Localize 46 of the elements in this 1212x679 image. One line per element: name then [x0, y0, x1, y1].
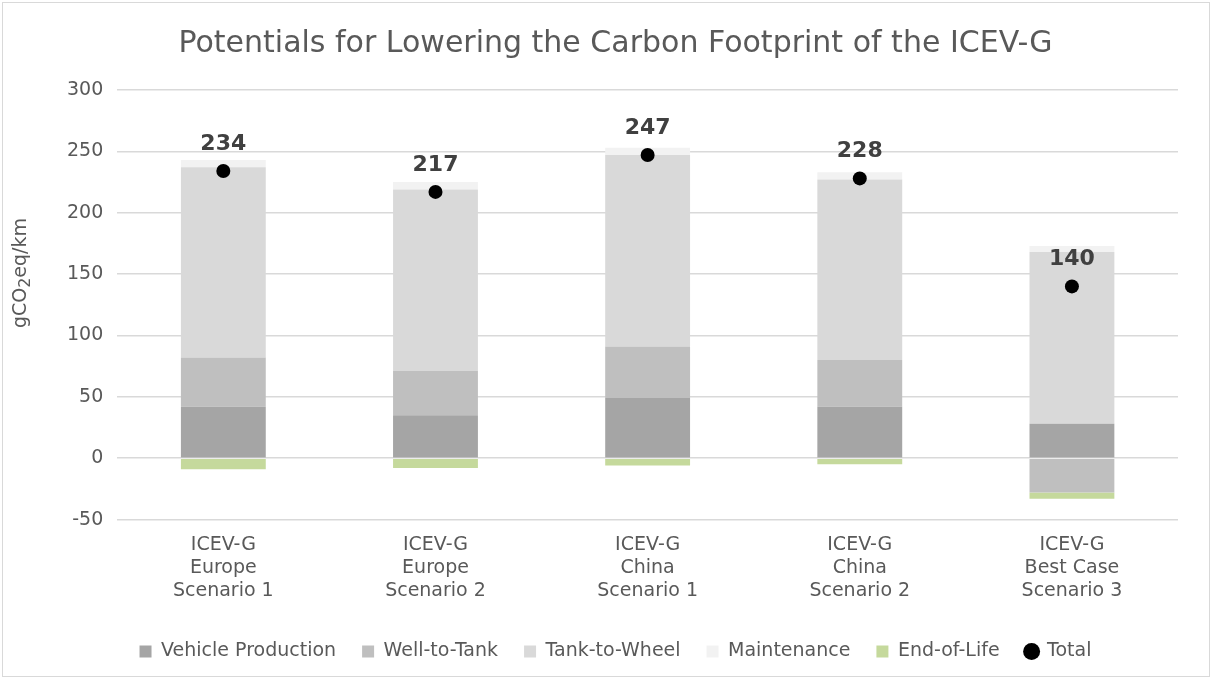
x-tick-label: ICEV-G China Scenario 1 — [597, 531, 698, 600]
bar — [817, 406, 903, 458]
y-tick-label: 50 — [79, 383, 104, 406]
x-tick-label: ICEV-G Europe Scenario 1 — [172, 531, 274, 600]
bar — [1029, 423, 1115, 458]
legend-label: Well-to-Tank — [383, 638, 499, 661]
x-tick-label: ICEV-G China Scenario 2 — [809, 531, 911, 600]
bar — [605, 346, 691, 399]
data-label: 247 — [624, 113, 671, 139]
point — [640, 148, 655, 163]
point — [216, 164, 231, 179]
bar — [180, 159, 266, 168]
y-tick-label: 150 — [67, 261, 104, 284]
legend-label: Total — [1046, 638, 1092, 661]
bar — [1029, 492, 1115, 499]
bar — [180, 406, 266, 458]
bar — [1029, 458, 1115, 493]
y-tick-label: -50 — [72, 506, 104, 529]
data-label: 228 — [836, 137, 883, 163]
data-label: 234 — [200, 129, 247, 155]
point — [1064, 279, 1079, 294]
bar — [393, 458, 478, 469]
bar — [605, 458, 691, 466]
legend-label: Vehicle Production — [161, 638, 337, 661]
y-tick-label: 0 — [91, 445, 104, 468]
bar — [393, 371, 478, 416]
x-tick-label: ICEV-G Best Case Scenario 3 — [1021, 531, 1123, 600]
y-tick-label: 100 — [67, 322, 104, 345]
x-tick-label: ICEV-G Europe Scenario 2 — [385, 531, 486, 600]
legend-label: Maintenance — [728, 638, 851, 661]
legend-label: End-of-Life — [897, 638, 1000, 661]
data-label: 217 — [412, 150, 459, 176]
bar — [817, 458, 903, 465]
bar — [605, 398, 691, 458]
y-tick-label: 250 — [67, 138, 104, 161]
point — [852, 171, 867, 186]
bar — [180, 458, 266, 470]
bar — [393, 415, 478, 458]
chart-title: Potentials for Lowering the Carbon Footprint of the ICEV-G — [178, 23, 1053, 59]
y-tick-label: 300 — [67, 76, 104, 99]
legend-label: Tank-to-Wheel — [544, 638, 681, 661]
y-tick-label: 200 — [67, 199, 104, 222]
bar — [817, 360, 903, 407]
data-label: 140 — [1048, 245, 1095, 271]
point — [428, 184, 443, 199]
bar — [180, 357, 266, 407]
